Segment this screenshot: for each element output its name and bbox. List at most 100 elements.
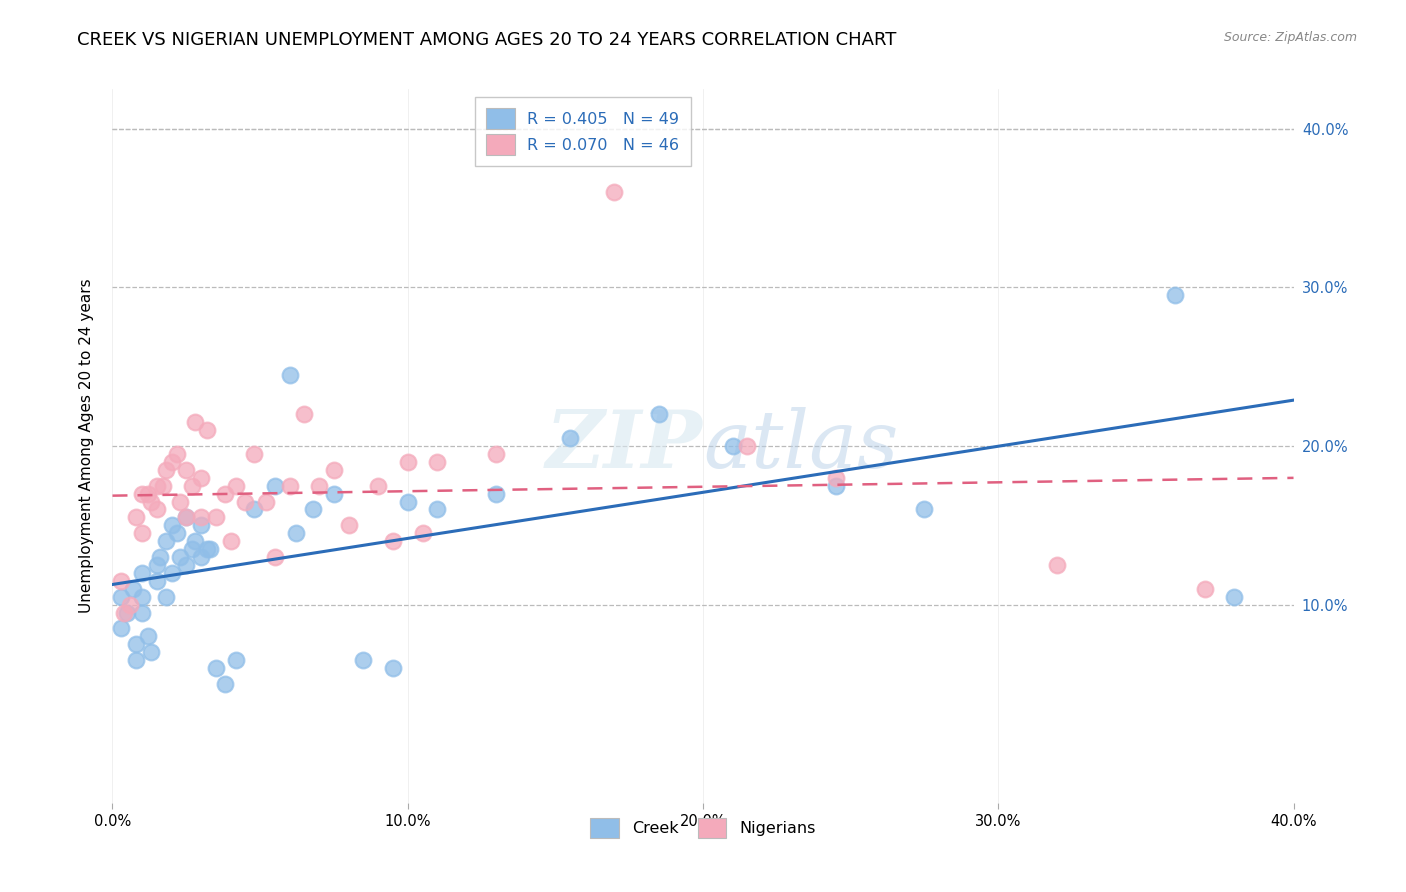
Point [125, 637, 148, 651]
Point [125, 510, 148, 524]
Point [174, 510, 197, 524]
Point [382, 534, 405, 549]
Point [166, 447, 188, 461]
Point [233, 494, 256, 508]
Point [122, 582, 145, 596]
Point [181, 478, 204, 492]
Point [190, 549, 212, 564]
Point [160, 566, 183, 580]
Text: Source: ZipAtlas.com: Source: ZipAtlas.com [1223, 31, 1357, 45]
Point [139, 494, 162, 508]
Point [292, 407, 315, 421]
Point [131, 566, 153, 580]
Point [214, 486, 236, 500]
Point [824, 471, 846, 485]
Point [205, 661, 228, 675]
Point [205, 510, 228, 524]
Point [146, 574, 169, 588]
Point [131, 606, 153, 620]
Point [411, 526, 433, 541]
Point [1164, 288, 1187, 302]
Point [337, 518, 360, 533]
Point [426, 455, 449, 469]
Point [1223, 590, 1246, 604]
Point [323, 463, 346, 477]
Point [382, 661, 405, 675]
Point [146, 558, 169, 572]
Point [139, 645, 162, 659]
Point [146, 478, 169, 492]
Point [160, 455, 183, 469]
Text: ZIP: ZIP [546, 408, 703, 484]
Point [136, 629, 159, 643]
Point [120, 598, 142, 612]
Point [647, 407, 671, 421]
Point [136, 486, 159, 500]
Point [1194, 582, 1216, 596]
Point [485, 486, 508, 500]
Point [485, 447, 508, 461]
Point [308, 478, 330, 492]
Point [396, 494, 419, 508]
Point [117, 606, 138, 620]
Point [323, 486, 346, 500]
Point [125, 653, 148, 667]
Point [146, 502, 169, 516]
Point [166, 526, 188, 541]
Point [352, 653, 374, 667]
Point [190, 471, 212, 485]
Point [110, 574, 132, 588]
Point [243, 447, 266, 461]
Legend: Creek, Nigerians: Creek, Nigerians [583, 812, 823, 845]
Point [155, 590, 177, 604]
Point [181, 542, 204, 557]
Point [112, 606, 135, 620]
Point [184, 534, 207, 549]
Point [558, 431, 582, 445]
Point [131, 526, 153, 541]
Point [278, 368, 301, 382]
Point [152, 478, 174, 492]
Point [302, 502, 325, 516]
Point [195, 542, 218, 557]
Point [169, 494, 191, 508]
Point [603, 186, 626, 200]
Point [225, 478, 247, 492]
Point [225, 653, 247, 667]
Text: CREEK VS NIGERIAN UNEMPLOYMENT AMONG AGES 20 TO 24 YEARS CORRELATION CHART: CREEK VS NIGERIAN UNEMPLOYMENT AMONG AGE… [77, 31, 897, 49]
Point [155, 463, 177, 477]
Point [110, 621, 132, 635]
Point [264, 478, 287, 492]
Y-axis label: Unemployment Among Ages 20 to 24 years: Unemployment Among Ages 20 to 24 years [79, 278, 94, 614]
Point [195, 423, 218, 437]
Point [264, 549, 287, 564]
Point [198, 542, 221, 557]
Point [426, 502, 449, 516]
Point [721, 439, 744, 453]
Point [214, 677, 236, 691]
Point [190, 510, 212, 524]
Point [1046, 558, 1069, 572]
Point [110, 590, 132, 604]
Point [737, 439, 759, 453]
Point [396, 455, 419, 469]
Point [243, 502, 266, 516]
Point [174, 558, 197, 572]
Point [149, 549, 172, 564]
Point [169, 549, 191, 564]
Point [219, 534, 242, 549]
Point [131, 590, 153, 604]
Point [160, 518, 183, 533]
Point [174, 510, 197, 524]
Point [190, 518, 212, 533]
Point [131, 486, 153, 500]
Point [824, 478, 846, 492]
Point [278, 478, 301, 492]
Point [284, 526, 307, 541]
Point [184, 415, 207, 429]
Point [367, 478, 389, 492]
Point [914, 502, 936, 516]
Point [254, 494, 277, 508]
Point [174, 463, 197, 477]
Point [155, 534, 177, 549]
